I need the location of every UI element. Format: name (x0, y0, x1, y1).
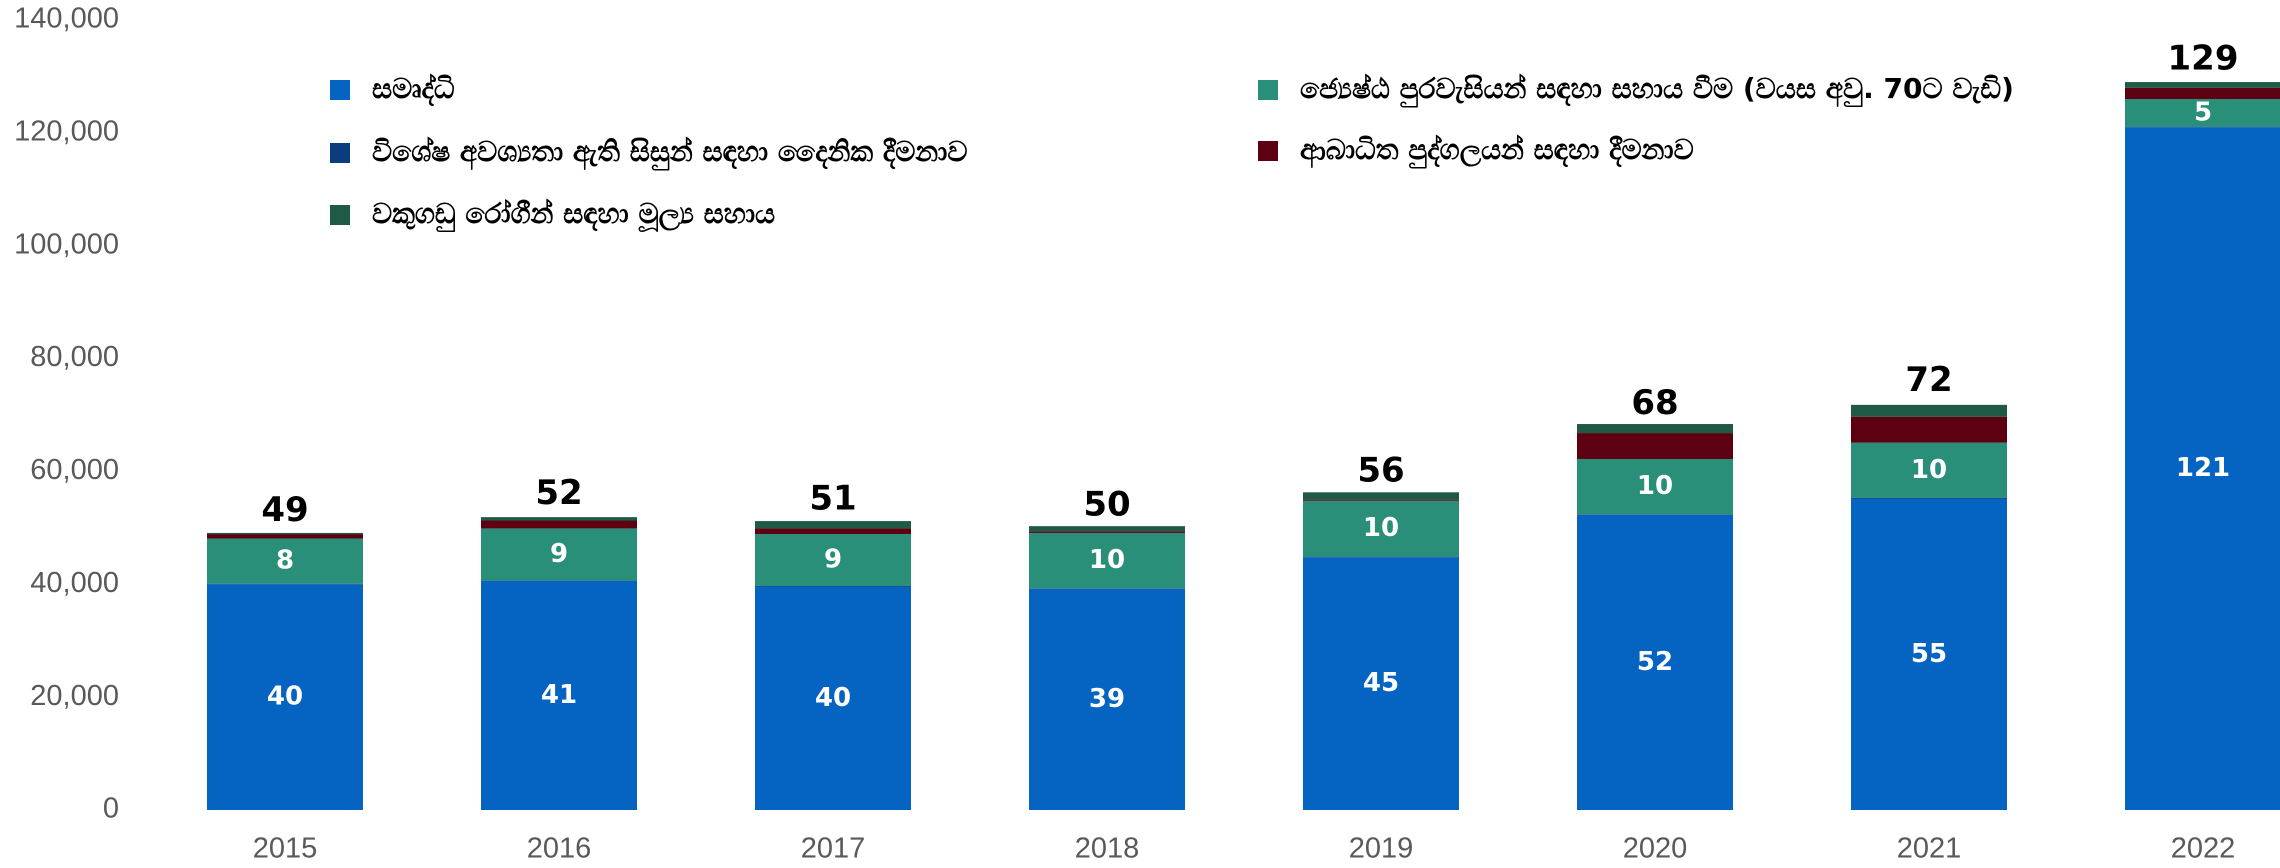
legend-swatch (1258, 80, 1278, 100)
bar-segment (481, 580, 637, 581)
bar-segment (1851, 498, 2007, 810)
bar-segment (1851, 404, 2007, 417)
bar-segment (207, 534, 363, 539)
legend-swatch (330, 143, 350, 163)
y-tick-label: 40,000 (30, 567, 119, 599)
bar-segment (1303, 492, 1459, 500)
bar-segment (755, 534, 911, 586)
bar-segment (1029, 588, 1185, 810)
data-label: 5 (2194, 97, 2212, 127)
data-label: 41 (541, 680, 577, 710)
legend-swatch (330, 205, 350, 225)
x-tick-label: 2021 (1897, 833, 1962, 865)
bar-segment (2125, 127, 2280, 810)
bar-segment (1029, 532, 1185, 589)
x-tick-label: 2020 (1623, 833, 1688, 865)
y-tick-label: 20,000 (30, 680, 119, 712)
data-label: 9 (824, 545, 842, 575)
bar-segment (755, 521, 911, 529)
y-tick-label: 140,000 (14, 3, 119, 35)
bar-segment (1577, 433, 1733, 460)
bar-segment (2125, 82, 2280, 88)
bar-segment (207, 532, 363, 535)
total-label: 52 (535, 473, 582, 513)
bar-segment (481, 520, 637, 529)
data-label: 10 (1089, 545, 1125, 575)
bar-segment (755, 528, 911, 535)
bar-segment (1577, 459, 1733, 515)
data-label: 40 (815, 683, 851, 713)
total-label: 56 (1357, 451, 1404, 491)
bar-segment (1577, 514, 1733, 515)
data-label: 9 (550, 539, 568, 569)
bar-segment (1851, 497, 2007, 499)
data-label: 10 (1911, 455, 1947, 485)
bar-segment (1303, 500, 1459, 557)
y-tick-label: 0 (103, 793, 119, 825)
data-label: 40 (267, 682, 303, 712)
bar-segment (1851, 442, 2007, 498)
total-label: 51 (809, 479, 856, 519)
bar-segment (1303, 557, 1459, 810)
bar-segment (1851, 416, 2007, 443)
y-tick-label: 60,000 (30, 454, 119, 486)
total-label: 68 (1631, 383, 1678, 423)
bar-segment (1577, 514, 1733, 810)
data-label: 39 (1089, 684, 1125, 714)
x-tick-label: 2018 (1075, 833, 1140, 865)
data-label: 45 (1363, 668, 1399, 698)
y-tick-label: 120,000 (14, 116, 119, 148)
y-tick-label: 100,000 (14, 228, 119, 260)
y-tick-label: 80,000 (30, 341, 119, 373)
bar-segment (2125, 87, 2280, 99)
bar-segment (481, 517, 637, 521)
total-label: 129 (2168, 39, 2239, 79)
data-label: 10 (1363, 513, 1399, 543)
legend-label: විශේෂ අවශ්‍යතා ඇති සිසුන් සඳහා දෛනික දීම… (372, 135, 968, 171)
total-label: 72 (1905, 360, 1952, 400)
legend-label: වකුගඩු රෝගීන් සඳහා මූල්‍ය සහාය (372, 197, 775, 233)
bar-segment (1029, 531, 1185, 533)
bar-segment (755, 586, 911, 810)
bar-segment (2125, 99, 2280, 127)
bar-segment (207, 584, 363, 810)
legend-label: ජ්‍යෙෂ්ඨ පුරවැසියන් සඳහා සහාය වීම (වයස අ… (1300, 72, 2014, 108)
legend-label: සමෘද්ධි (372, 72, 455, 107)
bar-segment (207, 583, 363, 585)
data-label: 10 (1637, 471, 1673, 501)
total-label: 49 (261, 490, 308, 530)
legend-swatch (330, 80, 350, 100)
x-tick-label: 2019 (1349, 833, 1414, 865)
x-tick-label: 2016 (527, 833, 592, 865)
x-tick-label: 2017 (801, 833, 866, 865)
total-label: 50 (1083, 484, 1130, 524)
bar-segment (1303, 556, 1459, 558)
bar-segment (1029, 526, 1185, 532)
bar-segment (481, 528, 637, 581)
bar-segment (1303, 499, 1459, 501)
data-label: 55 (1911, 639, 1947, 669)
data-label: 8 (276, 546, 294, 576)
bar-segment (481, 580, 637, 810)
bar-segment (2125, 126, 2280, 128)
data-label: 52 (1637, 647, 1673, 677)
x-tick-label: 2022 (2171, 833, 2236, 865)
bar-segment (207, 538, 363, 584)
legend-swatch (1258, 141, 1278, 161)
x-tick-label: 2015 (253, 833, 318, 865)
bar-segment (1577, 424, 1733, 434)
data-label: 121 (2176, 453, 2230, 483)
legend-label: ආබාධිත පුද්ගලයන් සඳහා දීමනාව (1300, 133, 1694, 169)
bar-segment (1029, 588, 1185, 589)
bar-segment (755, 585, 911, 587)
